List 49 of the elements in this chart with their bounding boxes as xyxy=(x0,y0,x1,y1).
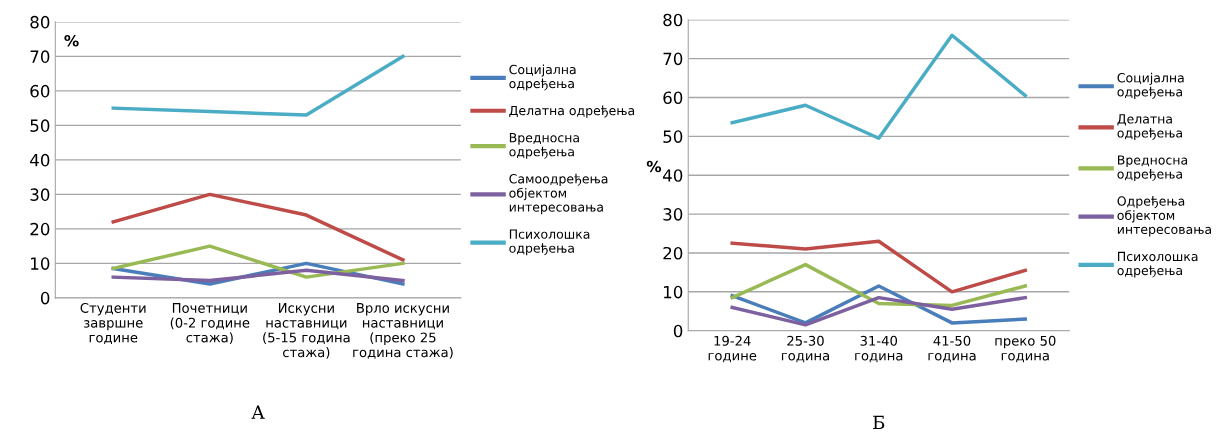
y-tick-label: 80 xyxy=(663,13,683,27)
y-axis-title: % xyxy=(64,34,79,47)
line-series xyxy=(111,244,405,279)
legend-label: Делатна одређења xyxy=(509,105,635,118)
legend-label: Самоодређења објектом интересовања xyxy=(509,173,608,215)
x-tick-label: 19-24 године xyxy=(708,335,757,363)
y-tick-label: 20 xyxy=(30,222,50,236)
legend-label: Психолошка одређења xyxy=(509,229,590,256)
x-tick-label: 41-50 година xyxy=(928,335,976,363)
legend-label: Социјална одређења xyxy=(509,64,576,91)
legend-label: Психолошка одређења xyxy=(1117,251,1198,278)
x-tick-label: преко 50 година xyxy=(995,335,1056,363)
line-series xyxy=(730,295,1028,327)
y-axis-title: % xyxy=(646,160,662,173)
legend-label: Вредносна одређења xyxy=(1117,155,1188,182)
y-tick-label: 50 xyxy=(663,130,683,143)
x-tick-label: Почетници (0-2 године стажа) xyxy=(170,303,250,345)
y-tick-label: 50 xyxy=(30,119,50,132)
text: А xyxy=(251,405,265,419)
legend-label: Делатна одређења xyxy=(1117,114,1182,141)
line-series xyxy=(111,54,405,117)
line-series xyxy=(730,239,1028,294)
x-tick-label: Студенти завршне године xyxy=(80,302,146,345)
line-series xyxy=(730,262,1028,308)
text: Б xyxy=(873,415,885,429)
y-tick-label: 40 xyxy=(662,169,683,182)
x-tick-label: Врло искусни наставници (преко 25 година стажа) xyxy=(353,303,453,359)
y-tick-label: 70 xyxy=(663,52,683,66)
legend-label: Вредносна одређења xyxy=(509,133,579,159)
y-tick-label: 0 xyxy=(673,324,683,338)
y-tick-label: 60 xyxy=(30,84,50,98)
legend-label: Одређења објектом интересовања xyxy=(1117,196,1211,237)
y-tick-label: 60 xyxy=(663,91,683,105)
y-tick-label: 20 xyxy=(663,246,683,260)
x-tick-label: Искусни наставници (5-15 година стажа) xyxy=(263,303,350,359)
y-tick-label: 10 xyxy=(664,285,683,299)
y-tick-label: 70 xyxy=(30,50,50,63)
y-tick-label: 40 xyxy=(30,153,50,167)
line-series xyxy=(730,284,1028,325)
x-tick-label: 31-40 година xyxy=(855,335,903,363)
y-tick-label: 30 xyxy=(663,208,683,221)
legend-label: Социјална одређења xyxy=(1117,72,1184,99)
y-tick-label: 80 xyxy=(30,15,50,29)
y-tick-label: 10 xyxy=(31,257,50,270)
y-tick-label: 30 xyxy=(30,188,50,201)
line-series xyxy=(111,192,405,262)
line-series xyxy=(730,33,1028,141)
x-tick-label: 25-30 година xyxy=(781,335,829,363)
y-tick-label: 0 xyxy=(40,291,50,305)
